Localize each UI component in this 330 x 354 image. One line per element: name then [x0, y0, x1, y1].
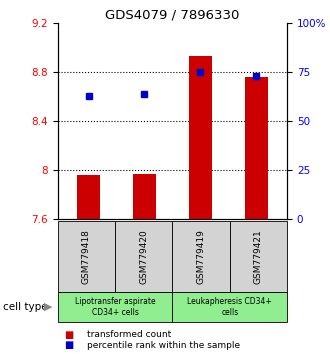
Text: percentile rank within the sample: percentile rank within the sample: [87, 341, 241, 350]
Text: GSM779418: GSM779418: [82, 229, 91, 284]
Text: Lipotransfer aspirate
CD34+ cells: Lipotransfer aspirate CD34+ cells: [75, 297, 155, 317]
Text: GSM779420: GSM779420: [139, 229, 148, 284]
Bar: [173, 292, 287, 322]
Bar: [245, 77, 268, 219]
Bar: [230, 221, 287, 292]
Bar: [58, 292, 173, 322]
Bar: [189, 56, 212, 219]
Title: GDS4079 / 7896330: GDS4079 / 7896330: [105, 9, 240, 22]
Text: ■: ■: [64, 330, 74, 339]
Text: GSM779419: GSM779419: [197, 229, 206, 284]
Bar: [58, 221, 115, 292]
Bar: [133, 174, 156, 219]
Bar: [115, 221, 173, 292]
Text: GSM779421: GSM779421: [254, 229, 263, 284]
Text: ■: ■: [64, 340, 74, 350]
Bar: [77, 175, 100, 219]
Text: transformed count: transformed count: [87, 330, 172, 339]
Text: ▶: ▶: [44, 302, 52, 312]
Text: cell type: cell type: [3, 302, 48, 312]
Bar: [173, 221, 230, 292]
Text: Leukapheresis CD34+
cells: Leukapheresis CD34+ cells: [187, 297, 272, 317]
